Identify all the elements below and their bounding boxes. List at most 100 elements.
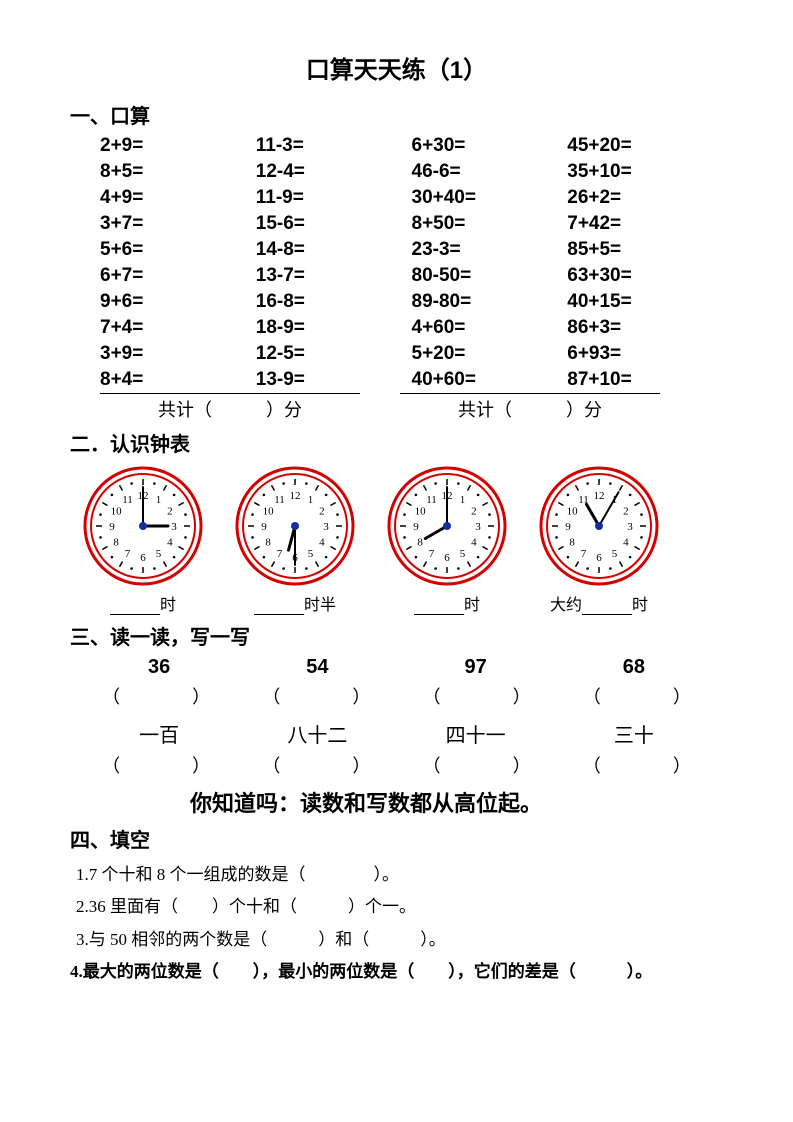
score-cell-right: 共计（ ）分 xyxy=(400,393,660,422)
arithmetic-cell: 23-3= xyxy=(412,239,568,261)
arithmetic-cell: 6+93= xyxy=(567,343,723,365)
arithmetic-cell: 6+30= xyxy=(412,135,568,157)
fill-q1: 1.7 个十和 8 个一组成的数是（ ）。 xyxy=(76,859,723,891)
svg-text:8: 8 xyxy=(265,537,271,549)
fill-q3: 3.与 50 相邻的两个数是（ ）和（ ）。 xyxy=(76,924,723,956)
page-title: 口算天天练（1） xyxy=(70,50,723,85)
clock-label: 时 xyxy=(82,591,204,615)
read-number: 54 xyxy=(238,656,396,679)
svg-text:9: 9 xyxy=(109,521,115,533)
arithmetic-cell: 8+4= xyxy=(100,369,256,391)
arithmetic-cell: 2+9= xyxy=(100,135,256,157)
write-word: 三十 xyxy=(555,719,713,748)
svg-text:1: 1 xyxy=(308,494,314,506)
arithmetic-cell: 46-6= xyxy=(412,161,568,183)
svg-text:7: 7 xyxy=(277,548,283,560)
svg-text:10: 10 xyxy=(567,506,579,518)
svg-text:11: 11 xyxy=(122,494,133,506)
score-cell-left: 共计（ ）分 xyxy=(100,393,360,422)
clock-icon: 123456789101112 xyxy=(234,465,356,587)
read-number: 97 xyxy=(397,656,555,679)
svg-text:6: 6 xyxy=(444,552,450,564)
read-numbers-parens: （ ）（ ）（ ）（ ） xyxy=(76,683,717,709)
svg-text:9: 9 xyxy=(565,521,571,533)
svg-text:3: 3 xyxy=(171,521,177,533)
clock-item: 123456789101112大约时 xyxy=(538,465,660,615)
arithmetic-cell: 18-9= xyxy=(256,317,412,339)
arithmetic-cell: 11-9= xyxy=(256,187,412,209)
write-words-row: 一百八十二四十一三十 xyxy=(80,719,713,748)
svg-text:10: 10 xyxy=(263,506,275,518)
read-number: 68 xyxy=(555,656,713,679)
svg-text:5: 5 xyxy=(308,548,314,560)
svg-text:6: 6 xyxy=(140,552,146,564)
svg-text:4: 4 xyxy=(167,537,173,549)
arithmetic-cell: 45+20= xyxy=(567,135,723,157)
arithmetic-cell: 13-7= xyxy=(256,265,412,287)
svg-text:2: 2 xyxy=(167,506,173,518)
svg-text:3: 3 xyxy=(323,521,329,533)
arithmetic-cell: 12-4= xyxy=(256,161,412,183)
arithmetic-cell: 8+5= xyxy=(100,161,256,183)
arithmetic-cell: 11-3= xyxy=(256,135,412,157)
svg-text:2: 2 xyxy=(623,506,629,518)
arithmetic-cell: 40+15= xyxy=(567,291,723,313)
svg-text:12: 12 xyxy=(290,490,301,502)
arithmetic-grid: 2+9=11-3=6+30=45+20= 8+5=12-4=46-6=35+10=… xyxy=(100,135,723,391)
section1-heading: 一、口算 xyxy=(70,100,723,129)
arithmetic-cell: 9+6= xyxy=(100,291,256,313)
svg-text:5: 5 xyxy=(612,548,618,560)
write-word: 一百 xyxy=(80,719,238,748)
arithmetic-cell: 5+6= xyxy=(100,239,256,261)
arithmetic-cell: 35+10= xyxy=(567,161,723,183)
clock-item: 123456789101112时 xyxy=(82,465,204,615)
write-words-parens: （ ）（ ）（ ）（ ） xyxy=(76,752,717,778)
svg-text:9: 9 xyxy=(413,521,419,533)
paren-blank: （ ） xyxy=(236,683,396,709)
tip-text: 你知道吗：读数和写数都从高位起。 xyxy=(190,786,723,818)
section2-heading: 二．认识钟表 xyxy=(70,428,723,457)
clock-item: 123456789101112时半 xyxy=(234,465,356,615)
arithmetic-cell: 4+60= xyxy=(412,317,568,339)
clock-icon: 123456789101112 xyxy=(82,465,204,587)
arithmetic-cell: 63+30= xyxy=(567,265,723,287)
svg-text:8: 8 xyxy=(417,537,423,549)
paren-blank: （ ） xyxy=(397,752,557,778)
svg-text:6: 6 xyxy=(596,552,602,564)
clock-label: 大约时 xyxy=(538,591,660,615)
arithmetic-cell: 12-5= xyxy=(256,343,412,365)
arithmetic-cell: 14-8= xyxy=(256,239,412,261)
svg-text:2: 2 xyxy=(319,506,325,518)
paren-blank: （ ） xyxy=(557,752,717,778)
arithmetic-cell: 7+42= xyxy=(567,213,723,235)
paren-blank: （ ） xyxy=(236,752,396,778)
svg-text:4: 4 xyxy=(319,537,325,549)
clocks-row: 123456789101112时123456789101112时半1234567… xyxy=(82,465,723,615)
arithmetic-cell: 26+2= xyxy=(567,187,723,209)
arithmetic-cell: 5+20= xyxy=(412,343,568,365)
arithmetic-cell: 13-9= xyxy=(256,369,412,391)
paren-blank: （ ） xyxy=(557,683,717,709)
arithmetic-cell: 3+9= xyxy=(100,343,256,365)
clock-item: 123456789101112时 xyxy=(386,465,508,615)
svg-text:1: 1 xyxy=(460,494,466,506)
score-row: 共计（ ）分 共计（ ）分 xyxy=(100,393,723,422)
svg-text:8: 8 xyxy=(569,537,575,549)
svg-text:4: 4 xyxy=(471,537,477,549)
paren-blank: （ ） xyxy=(76,683,236,709)
svg-text:7: 7 xyxy=(581,548,587,560)
svg-text:11: 11 xyxy=(274,494,285,506)
svg-text:3: 3 xyxy=(475,521,481,533)
arithmetic-cell: 30+40= xyxy=(412,187,568,209)
arithmetic-cell: 16-8= xyxy=(256,291,412,313)
svg-text:5: 5 xyxy=(156,548,162,560)
arithmetic-cell: 86+3= xyxy=(567,317,723,339)
arithmetic-cell: 15-6= xyxy=(256,213,412,235)
svg-text:10: 10 xyxy=(415,506,427,518)
svg-text:12: 12 xyxy=(594,490,605,502)
svg-text:5: 5 xyxy=(460,548,466,560)
arithmetic-cell: 87+10= xyxy=(567,369,723,391)
read-number: 36 xyxy=(80,656,238,679)
read-numbers-row: 36549768 xyxy=(80,656,713,679)
paren-blank: （ ） xyxy=(397,683,557,709)
